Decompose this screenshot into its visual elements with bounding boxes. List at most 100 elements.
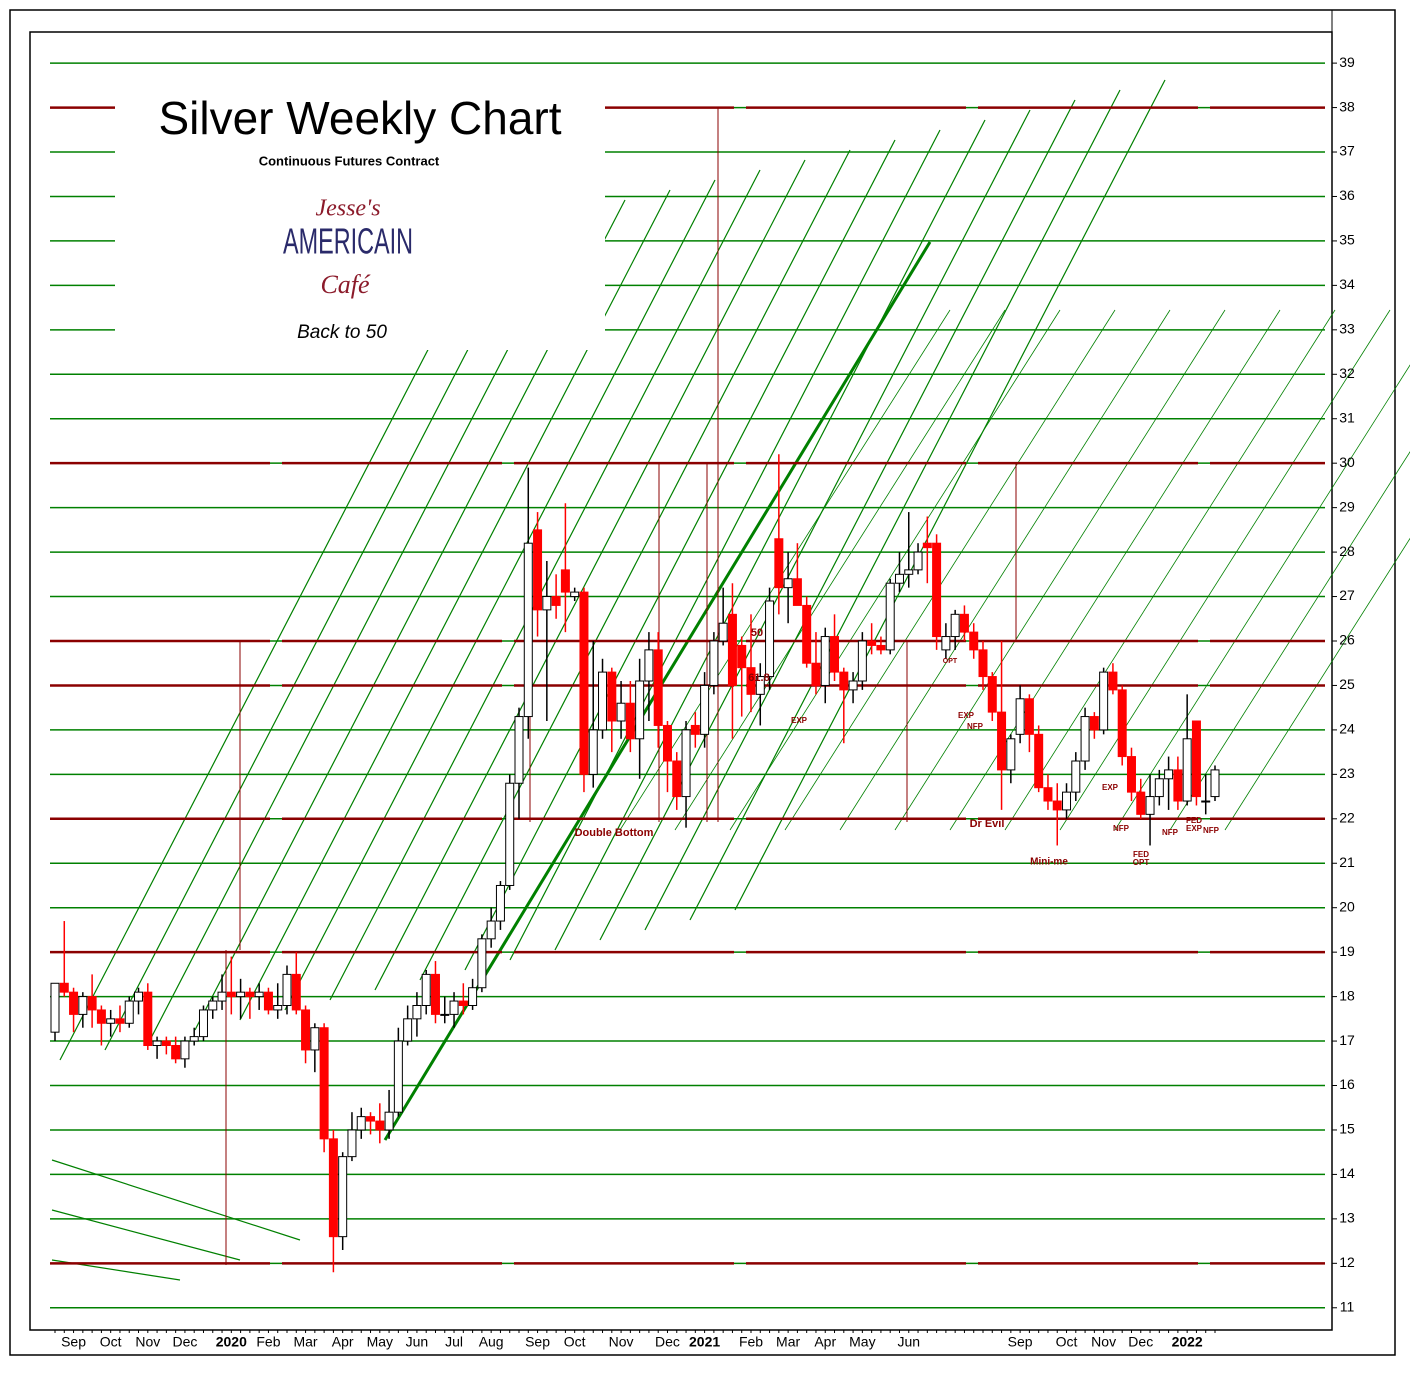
candle-body (635, 680, 645, 740)
trend-line (59, 229, 491, 1061)
trend-line (644, 99, 1076, 931)
candle-body (134, 991, 144, 1002)
candle-body (1117, 689, 1127, 758)
y-tick-label: 22 (1339, 810, 1355, 826)
x-tick-label: Sep (61, 1334, 86, 1350)
candle-body (533, 529, 543, 611)
candle-body (161, 1040, 171, 1047)
trend-line (839, 309, 1171, 831)
candle-body (542, 596, 552, 611)
candle-body (867, 640, 877, 646)
logo-text: Jesse's (315, 196, 380, 222)
annotation: EXP (1102, 783, 1119, 792)
y-tick-label: 17 (1339, 1032, 1355, 1048)
candle-body (189, 1036, 199, 1042)
candle-body (857, 640, 867, 682)
candle-body (932, 542, 942, 638)
annotation: Mini-me (1030, 857, 1068, 868)
candle-body (598, 671, 608, 731)
candle-body (375, 1120, 385, 1131)
candle-body (1015, 698, 1025, 735)
annotation: NFP (967, 722, 984, 731)
annotation: 50 (751, 627, 763, 639)
trend-line (734, 79, 1166, 911)
annotation: OPT (943, 658, 958, 665)
candle-body (412, 1005, 422, 1020)
candle-body (894, 573, 904, 584)
candle-body (430, 973, 440, 1015)
candle-body (1006, 738, 1016, 771)
y-tick-label: 30 (1339, 454, 1355, 470)
trend-line (104, 219, 536, 1051)
candle-body (106, 1018, 116, 1024)
candle-body (950, 613, 960, 638)
candle-body (523, 542, 533, 718)
candle-body (124, 1000, 134, 1024)
y-tick-label: 36 (1339, 187, 1355, 203)
y-tick-label: 18 (1339, 987, 1355, 1003)
candle-body (1145, 796, 1155, 815)
y-tick-label: 13 (1339, 1210, 1355, 1226)
y-tick-label: 25 (1339, 676, 1355, 692)
candle-body (625, 702, 635, 740)
trend-line (374, 159, 806, 991)
candle-body (393, 1040, 403, 1113)
title-box (115, 90, 605, 350)
x-tick-label: May (849, 1334, 875, 1350)
trend-line (619, 309, 951, 831)
candle-body (848, 680, 858, 691)
trend-line (599, 109, 1031, 941)
trend-line (464, 139, 896, 971)
candle-body (644, 649, 654, 682)
candle-body (1164, 769, 1174, 780)
candle-body (904, 569, 914, 575)
candle-body (1201, 800, 1211, 803)
candle-body (681, 729, 691, 798)
y-tick-label: 24 (1339, 721, 1355, 737)
x-tick-label: May (367, 1334, 393, 1350)
candle-body (1071, 760, 1081, 793)
trend-line (894, 309, 1226, 831)
candle-body (310, 1027, 320, 1051)
candle-body (115, 1018, 125, 1024)
candle-body (783, 578, 793, 589)
annotation: NFP (1203, 826, 1220, 835)
y-tick-label: 38 (1339, 98, 1355, 114)
y-tick-label: 27 (1339, 587, 1355, 603)
y-tick-label: 31 (1339, 409, 1355, 425)
y-tick-label: 20 (1339, 898, 1355, 914)
annotation: EXP (958, 711, 975, 720)
candle-body (1173, 769, 1183, 802)
x-tick-label: Jun (406, 1334, 429, 1350)
x-tick-label: Mar (293, 1334, 317, 1350)
x-tick-label: Apr (814, 1334, 836, 1350)
annotation: 61.8 (748, 672, 769, 684)
logo-text: AMERICAIN (283, 221, 413, 262)
candle-body (468, 987, 478, 1006)
logo-text: Café (320, 270, 371, 299)
candle-body (1108, 671, 1118, 691)
y-tick-label: 11 (1340, 1298, 1355, 1314)
candle-body (941, 636, 951, 651)
candle-body (198, 1009, 208, 1038)
trend-line (674, 309, 1006, 831)
candle-body (514, 716, 524, 784)
x-tick-label: Sep (525, 1334, 550, 1350)
trend-line (1059, 309, 1391, 831)
candle-body (727, 613, 737, 686)
candle-body (792, 578, 802, 606)
x-tick-label: Aug (479, 1334, 504, 1350)
trend-line (284, 179, 716, 1011)
candle-body (347, 1129, 357, 1158)
candle-body (273, 1005, 283, 1011)
x-tick-label: Dec (655, 1334, 680, 1350)
y-tick-label: 33 (1339, 321, 1355, 337)
candle-body (245, 991, 255, 998)
candle-body (254, 991, 264, 998)
trend-line (329, 169, 761, 1001)
candle-body (328, 1138, 338, 1238)
x-tick-label: 2022 (1172, 1334, 1203, 1350)
annotation: FED (1133, 850, 1149, 859)
tagline: Back to 50 (297, 322, 387, 343)
